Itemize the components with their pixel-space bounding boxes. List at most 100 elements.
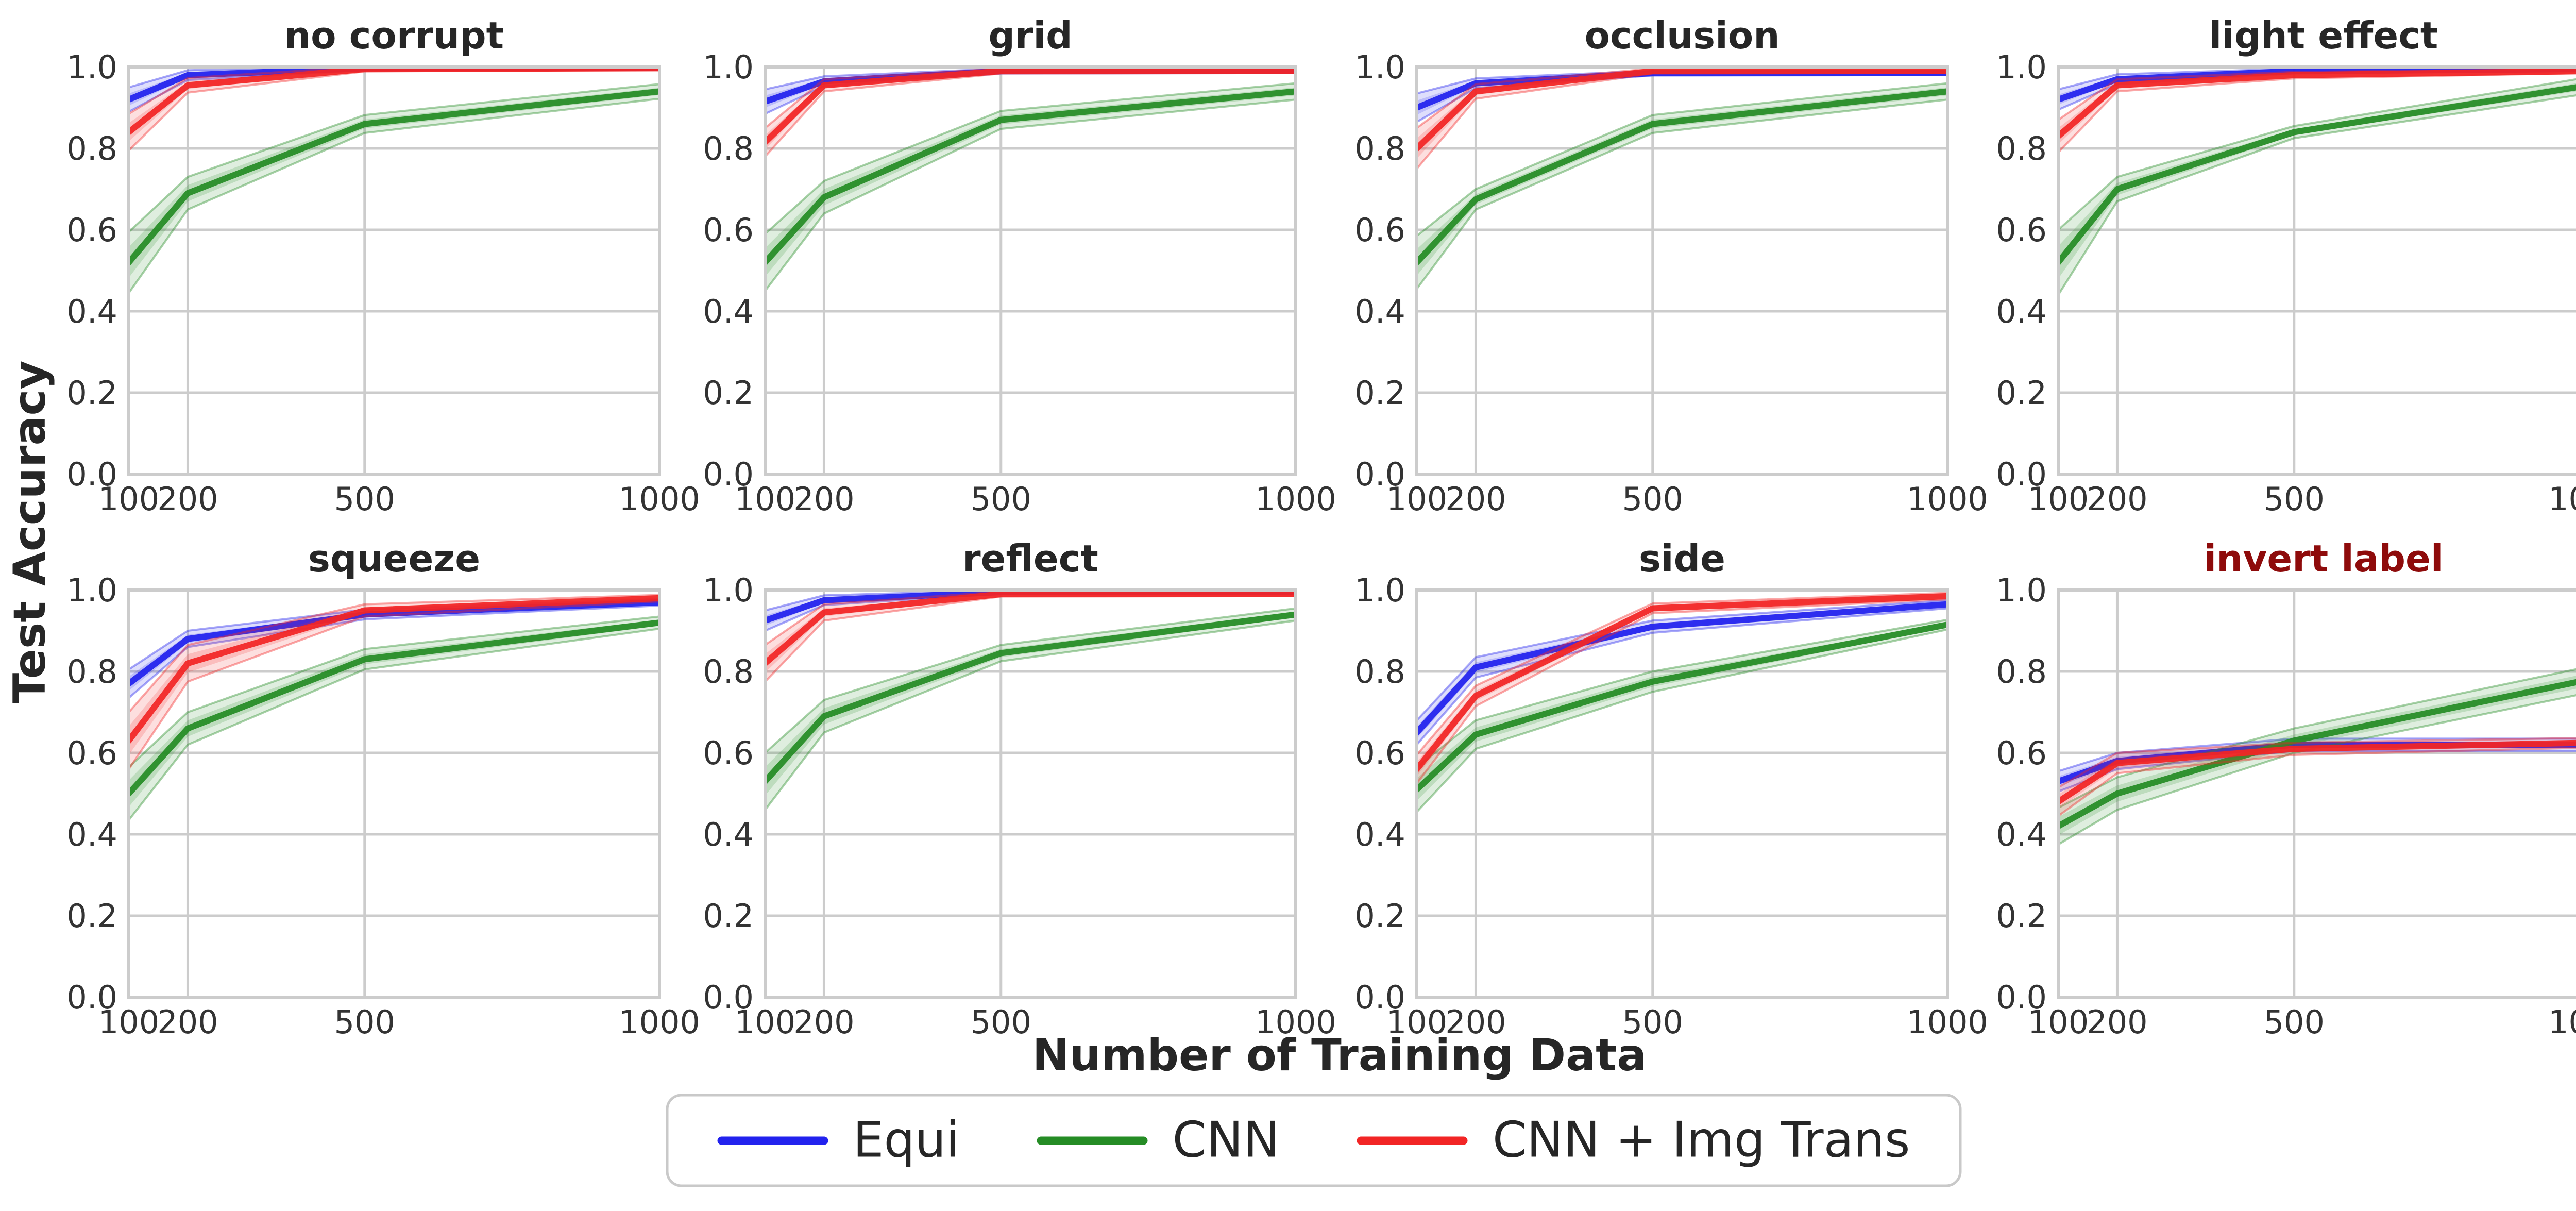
series-layer — [1417, 592, 1947, 813]
axes-spines — [1415, 65, 1949, 476]
cnn-img-trans-line-swatch — [1357, 1136, 1468, 1145]
plot-title: squeeze — [308, 537, 481, 580]
series-line — [765, 68, 1296, 146]
legend-item-cnn: CNN — [1037, 1112, 1280, 1169]
confidence-band — [1417, 619, 1947, 812]
y-tick-label: 0.6 — [1996, 211, 2047, 249]
band-edge — [129, 604, 659, 699]
confidence-band — [129, 84, 659, 293]
axes-spines — [764, 65, 1297, 476]
y-tick-label: 0.8 — [66, 130, 117, 167]
y-tick-label: 0.0 — [703, 456, 754, 493]
series-line — [2058, 739, 2576, 805]
x-tick-label: 500 — [1622, 480, 1683, 518]
x-tick-label: 200 — [157, 480, 218, 518]
y-tick-label: 0.0 — [1354, 456, 1405, 493]
y-tick-label: 0.8 — [1996, 653, 2047, 691]
x-tick-label: 100 — [1386, 480, 1447, 518]
confidence-band — [1417, 600, 1947, 745]
y-tick-label: 0.8 — [1354, 130, 1405, 167]
band-edge — [2058, 94, 2576, 296]
band-edge — [129, 97, 659, 294]
x-tick-label: 100 — [98, 480, 159, 518]
axes-spines — [2057, 588, 2576, 999]
x-tick-label: 1000 — [1907, 1003, 1988, 1041]
x-tick-label: 1000 — [619, 480, 700, 518]
subplot-side: 0.0 0.2 0.4 0.6 0.8 1.0 100 200 500 1000 side — [1340, 539, 1988, 1044]
y-tick-label: 0.2 — [703, 374, 754, 412]
x-tick-label: 500 — [334, 480, 395, 518]
y-tick-label: 0.4 — [1354, 293, 1405, 330]
y-tick-label: 0.8 — [703, 130, 754, 167]
band-edge — [765, 619, 1296, 811]
confidence-band — [765, 592, 1296, 682]
series-layer — [129, 67, 659, 294]
y-tick-label: 0.6 — [703, 734, 754, 772]
y-tick-label: 0.6 — [1996, 734, 2047, 772]
plot-title: reflect — [962, 537, 1098, 580]
confidence-band — [765, 83, 1296, 291]
legend-label: CNN — [1172, 1112, 1280, 1169]
band-edge — [1417, 599, 1947, 721]
series-line — [1417, 88, 1947, 266]
equi-line-swatch — [717, 1136, 828, 1145]
series-line — [129, 619, 659, 797]
y-tick-label: 0.0 — [1354, 979, 1405, 1016]
x-tick-label: 200 — [1445, 480, 1506, 518]
band-edge — [129, 628, 659, 821]
series-layer — [2058, 67, 2576, 296]
series-layer — [765, 68, 1296, 292]
x-tick-label: 100 — [2028, 480, 2089, 518]
y-tick-label: 0.4 — [703, 293, 754, 330]
x-tick-label: 200 — [2087, 1003, 2147, 1041]
y-tick-label: 0.2 — [66, 374, 117, 412]
grid-lines — [764, 65, 1297, 476]
grid-lines — [1415, 588, 1949, 999]
subplot-occlusion: 0.0 0.2 0.4 0.6 0.8 1.0 100 200 500 1000 occlusio… — [1340, 15, 1988, 520]
x-tick-label: 500 — [971, 1003, 1031, 1041]
series-line — [1417, 621, 1947, 793]
y-tick-label: 0.0 — [703, 979, 754, 1016]
plot-title: light effect — [2209, 14, 2438, 57]
band-edge — [2058, 78, 2576, 231]
band-edge — [2058, 737, 2576, 772]
x-tick-label: 200 — [793, 1003, 854, 1041]
band-edge — [1417, 82, 1947, 237]
y-tick-label: 0.2 — [703, 897, 754, 935]
y-tick-label: 0.8 — [1354, 653, 1405, 691]
legend: Equi CNN CNN + Img Trans — [666, 1094, 1962, 1187]
x-tick-label: 200 — [1445, 1003, 1506, 1041]
band-edge — [2058, 747, 2576, 817]
series-line — [129, 595, 659, 744]
y-tick-label: 0.8 — [66, 653, 117, 691]
subplot-squeeze: 0.0 0.2 0.4 0.6 0.8 1.0 100 200 500 1000 squeeze — [52, 537, 700, 1044]
x-tick-label: 1000 — [1255, 1003, 1336, 1041]
band-edge — [1417, 618, 1947, 768]
y-tick-label: 0.2 — [1354, 897, 1405, 935]
y-tick-label: 0.6 — [66, 211, 117, 249]
series-line — [765, 88, 1296, 266]
series-layer — [2058, 668, 2576, 846]
y-tick-label: 0.6 — [1354, 734, 1405, 772]
axes-spines — [127, 588, 661, 999]
series-layer — [1417, 68, 1947, 290]
band-edge — [129, 67, 659, 115]
subplot-reflect: 0.0 0.2 0.4 0.6 0.8 1.0 100 200 500 1000 reflect — [688, 537, 1336, 1044]
series-line — [2058, 679, 2576, 830]
legend-label: Equi — [853, 1112, 960, 1169]
y-tick-label: 0.4 — [703, 816, 754, 853]
x-tick-label: 500 — [1622, 1003, 1683, 1041]
band-edge — [1417, 98, 1947, 290]
x-tick-label: 100 — [2028, 1003, 2089, 1041]
y-tick-label: 1.0 — [1354, 48, 1405, 86]
plot-title: grid — [988, 14, 1073, 57]
axes-spines — [1415, 588, 1949, 999]
